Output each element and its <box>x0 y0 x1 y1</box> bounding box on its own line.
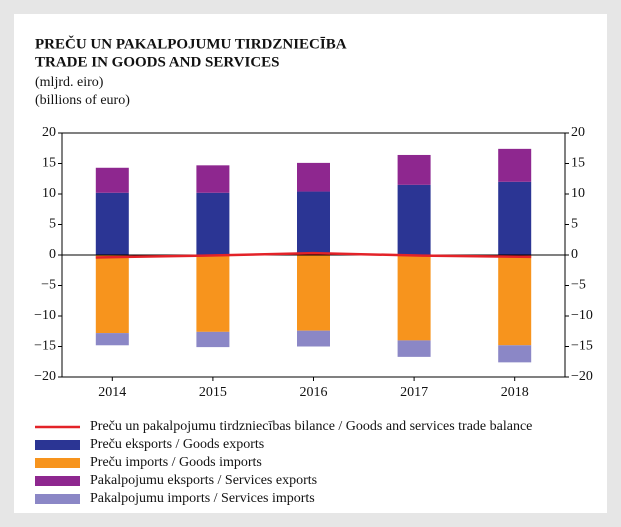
y-tick-label: −15 <box>34 339 56 354</box>
bar <box>95 255 129 334</box>
legend-swatch <box>35 476 80 486</box>
bar <box>196 165 230 193</box>
y2-tick-label: −15 <box>571 339 593 354</box>
balance-line <box>95 251 532 259</box>
y2-tick-label: 0 <box>571 247 578 262</box>
y-tick-label: −20 <box>34 369 56 384</box>
y2-tick-label: −20 <box>571 369 593 384</box>
legend-label: Preču imports / Goods imports <box>90 455 262 470</box>
bar <box>95 192 129 255</box>
x-tick-label: 2014 <box>98 385 126 400</box>
x-tick-label: 2017 <box>400 385 428 400</box>
y2-tick-label: 20 <box>571 125 585 140</box>
bar <box>297 191 330 255</box>
y-tick-label: 0 <box>49 247 56 262</box>
legend-label: Pakalpojumu imports / Services imports <box>90 491 315 506</box>
bar <box>498 181 532 255</box>
bar <box>196 192 230 255</box>
x-tick-label: 2018 <box>501 385 529 400</box>
bar <box>397 154 431 185</box>
legend-label: Preču un pakalpojumu tirdzniecības bilan… <box>90 419 532 434</box>
bar <box>297 255 330 331</box>
legend-label: Preču eksports / Goods exports <box>90 437 264 452</box>
bar <box>95 167 129 193</box>
chart-title: TRADE IN GOODS AND SERVICES <box>35 54 280 70</box>
y2-tick-label: 15 <box>571 156 585 171</box>
chart-subtitle: (mljrd. eiro) <box>35 75 104 90</box>
bar <box>297 330 330 347</box>
bar <box>498 255 532 346</box>
bar <box>95 333 129 346</box>
legend-swatch <box>35 494 80 504</box>
x-tick-label: 2016 <box>300 385 328 400</box>
x-tick-label: 2015 <box>199 385 227 400</box>
legend-label: Pakalpojumu eksports / Services exports <box>90 473 317 488</box>
bar <box>196 255 230 332</box>
chart-title: PREČU UN PAKALPOJUMU TIRDZNIECĪBA <box>35 35 347 52</box>
y-tick-label: −5 <box>41 278 56 293</box>
bar <box>498 345 532 363</box>
bar <box>397 340 431 357</box>
y2-tick-label: 10 <box>571 186 585 201</box>
y-tick-label: 15 <box>42 156 56 171</box>
bar <box>397 184 431 255</box>
bar <box>297 162 330 192</box>
legend-swatch <box>35 458 80 468</box>
y-tick-label: 5 <box>49 217 56 232</box>
y2-tick-label: −10 <box>571 308 593 323</box>
y-tick-label: −10 <box>34 308 56 323</box>
y2-tick-label: 5 <box>571 217 578 232</box>
bar <box>397 255 431 341</box>
y-tick-label: 20 <box>42 125 56 140</box>
y-tick-label: 10 <box>42 186 56 201</box>
chart-subtitle: (billions of euro) <box>35 93 130 108</box>
bar <box>498 148 532 182</box>
legend-swatch <box>35 440 80 450</box>
y2-tick-label: −5 <box>571 278 586 293</box>
bar <box>196 331 230 348</box>
